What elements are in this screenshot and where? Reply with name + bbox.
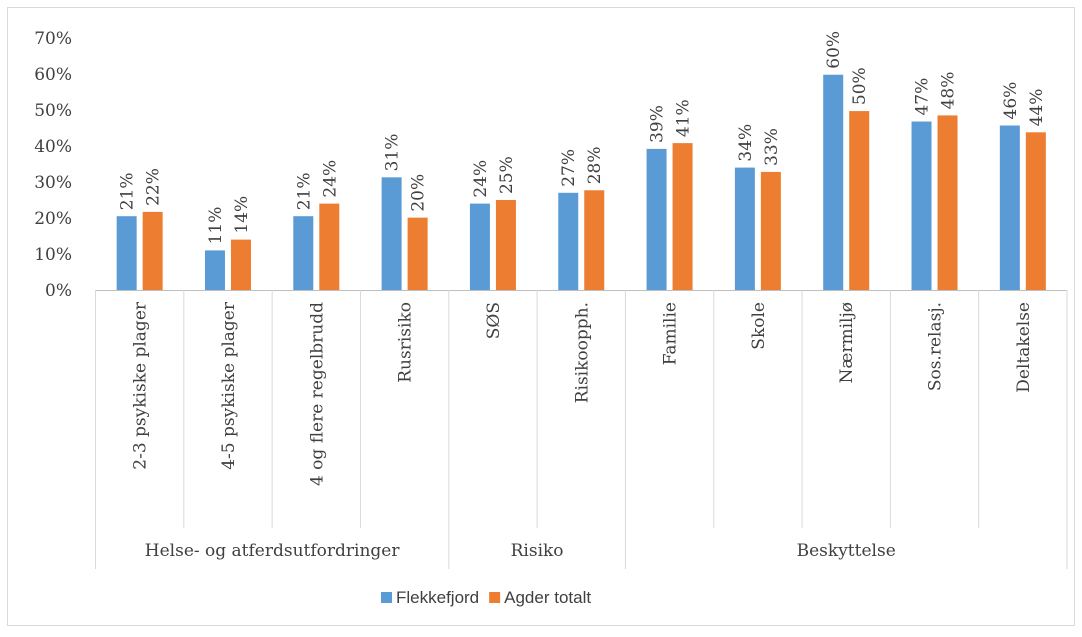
data-label: 41% [674, 99, 694, 137]
bar-agder-totalt [142, 211, 163, 290]
legend-label: Agder totalt [504, 588, 591, 607]
group-label: Risiko [511, 541, 564, 561]
category-label: 4 og flere regelbrudd [307, 302, 327, 486]
bar-flekkefjord [469, 203, 490, 290]
bar-agder-totalt [584, 190, 605, 290]
bar-agder-totalt [230, 239, 251, 290]
category-label: SØS [484, 302, 504, 339]
data-label: 21% [118, 172, 138, 210]
data-label: 14% [232, 196, 252, 234]
data-label: 27% [559, 149, 579, 187]
category-label: 2-3 psykiske plager [131, 301, 151, 470]
data-label: 33% [762, 128, 782, 166]
category-label: Familie [661, 302, 681, 365]
bar-agder-totalt [937, 115, 958, 291]
y-tick-label: 50% [34, 101, 72, 121]
data-label: 31% [383, 134, 403, 172]
data-label: 39% [648, 105, 668, 143]
bar-flekkefjord [293, 216, 314, 290]
bar-flekkefjord [911, 121, 932, 291]
y-tick-label: 40% [34, 137, 72, 157]
data-label: 28% [585, 146, 605, 184]
bar-agder-totalt [672, 143, 693, 290]
bar-flekkefjord [381, 177, 402, 290]
group-label: Beskyttelse [797, 541, 896, 561]
category-label: Rusrisiko [396, 302, 416, 383]
bar-flekkefjord [823, 74, 844, 290]
legend-swatch [489, 592, 501, 603]
data-label: 50% [850, 67, 870, 105]
data-label: 47% [913, 78, 933, 116]
y-tick-label: 0% [45, 281, 72, 301]
bar-flekkefjord [734, 167, 755, 290]
data-label: 24% [320, 160, 340, 198]
y-tick-label: 60% [34, 65, 72, 85]
bar-agder-totalt [319, 203, 340, 290]
data-label: 44% [1027, 89, 1047, 127]
bar-flekkefjord [116, 216, 137, 290]
bar-agder-totalt [760, 171, 781, 290]
data-label: 48% [939, 72, 959, 110]
data-label: 34% [736, 124, 756, 162]
y-tick-label: 30% [34, 173, 72, 193]
bar-flekkefjord [204, 250, 225, 290]
chart-border [7, 7, 1075, 626]
bar-flekkefjord [558, 192, 579, 290]
data-label: 11% [206, 207, 226, 245]
data-label: 46% [1001, 82, 1021, 120]
bar-agder-totalt [407, 217, 428, 290]
bar-flekkefjord [999, 125, 1020, 290]
y-tick-label: 10% [34, 245, 72, 265]
data-label: 21% [294, 172, 314, 210]
data-label: 25% [497, 156, 517, 194]
category-label: Deltakelse [1014, 302, 1034, 393]
category-label: Risikoopph. [572, 302, 592, 403]
bar-agder-totalt [495, 200, 516, 290]
bar-agder-totalt [849, 111, 870, 290]
group-label: Helse- og atferdsutfordringer [145, 541, 401, 561]
y-tick-label: 70% [34, 29, 72, 49]
data-label: 60% [824, 31, 844, 69]
legend-label: Flekkefjord [396, 588, 479, 607]
bar-flekkefjord [646, 148, 667, 290]
data-label: 22% [144, 168, 164, 206]
legend-swatch [381, 592, 392, 603]
y-tick-label: 20% [34, 209, 72, 229]
data-label: 24% [471, 160, 491, 198]
bar-agder-totalt [1025, 132, 1046, 290]
category-label: Nærmiljø [837, 302, 857, 383]
data-label: 20% [409, 174, 429, 212]
category-label: 4-5 psykiske plager [219, 301, 239, 470]
category-label: Sos.relasj. [926, 302, 946, 391]
category-label: Skole [749, 302, 769, 350]
